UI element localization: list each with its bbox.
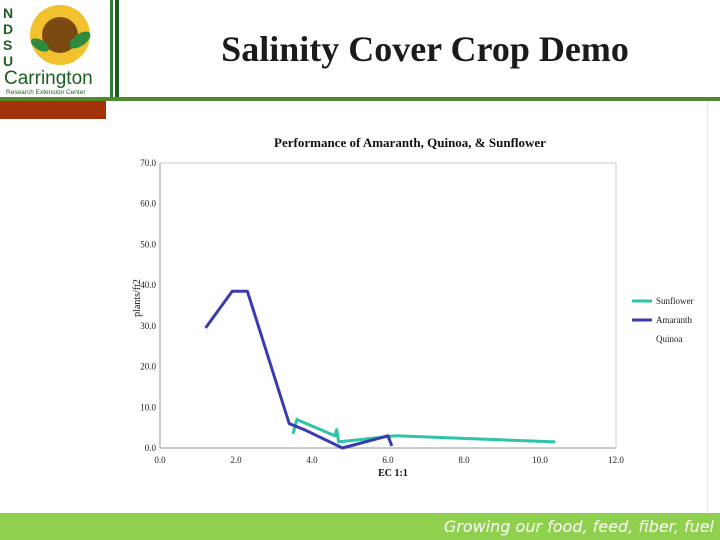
y-tick-label: 30.0 <box>140 321 156 331</box>
chart-title: Performance of Amaranth, Quinoa, & Sunfl… <box>274 135 546 150</box>
legend-label: Quinoa <box>656 334 683 344</box>
y-tick-label: 20.0 <box>140 362 156 372</box>
y-tick-label: 60.0 <box>140 199 156 209</box>
series-line-sunflower <box>291 418 556 444</box>
logo-name: Carrington <box>4 68 93 89</box>
x-tick-label: 4.0 <box>306 455 318 465</box>
side-strip <box>707 101 720 513</box>
y-tick-labels: 0.0 10.0 20.0 30.0 40.0 50.0 60.0 70.0 <box>140 158 156 453</box>
x-tick-label: 12.0 <box>608 455 624 465</box>
logo-letter: U <box>3 53 13 69</box>
x-tick-label: 0.0 <box>154 455 166 465</box>
line-chart: Performance of Amaranth, Quinoa, & Sunfl… <box>132 135 694 479</box>
footer-band <box>0 513 720 540</box>
y-axis-label: plants/ft2 <box>132 279 143 317</box>
header-rule <box>0 97 720 101</box>
x-tick-label: 2.0 <box>230 455 242 465</box>
y-tick-label: 70.0 <box>140 158 156 168</box>
x-tick-labels: 0.0 2.0 4.0 6.0 8.0 10.0 12.0 <box>154 455 624 465</box>
series-line-amaranth <box>204 289 394 450</box>
y-tick-label: 10.0 <box>140 402 156 412</box>
logo-letter: D <box>3 21 13 37</box>
x-axis-label: EC 1:1 <box>378 468 408 479</box>
accent-bar <box>0 101 106 119</box>
slide-title: Salinity Cover Crop Demo <box>221 28 629 69</box>
y-tick-label: 50.0 <box>140 239 156 249</box>
leaf-icon <box>30 38 50 52</box>
logo: N D S U Carrington Research Extension Ce… <box>0 0 113 97</box>
leaf-icon <box>69 31 91 49</box>
legend: Sunflower Amaranth Quinoa <box>632 296 694 344</box>
x-tick-label: 6.0 <box>382 455 394 465</box>
x-tick-label: 10.0 <box>532 455 548 465</box>
logo-subtitle: Research Extension Center <box>6 89 86 96</box>
legend-label: Amaranth <box>656 315 692 325</box>
logo-graphic: N D S U Carrington Research Extension Ce… <box>3 5 93 96</box>
title-band <box>115 0 720 97</box>
x-tick-label: 8.0 <box>458 455 470 465</box>
y-tick-label: 0.0 <box>145 443 157 453</box>
logo-letter: N <box>3 5 13 21</box>
series-lines <box>204 289 556 450</box>
logo-letter: S <box>3 37 12 53</box>
y-tick-label: 40.0 <box>140 280 156 290</box>
tagline: Growing our food, feed, fiber, fuel <box>443 517 714 536</box>
legend-label: Sunflower <box>656 296 694 306</box>
sunflower-center-icon <box>42 17 78 53</box>
